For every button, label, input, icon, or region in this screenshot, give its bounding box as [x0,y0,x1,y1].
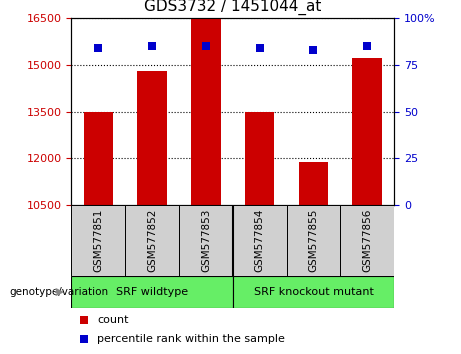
Text: GSM577853: GSM577853 [201,209,211,273]
Bar [340,205,394,276]
Point [81,336,88,341]
Bar [71,276,233,308]
Text: GSM577851: GSM577851 [93,209,103,273]
Text: SRF knockout mutant: SRF knockout mutant [254,287,373,297]
Point [364,43,371,48]
Point [256,45,263,51]
Bar [83,112,113,205]
Bar [233,205,287,276]
Bar [179,205,233,276]
Text: GSM577854: GSM577854 [254,209,265,273]
Text: percentile rank within the sample: percentile rank within the sample [97,333,285,344]
Text: SRF wildtype: SRF wildtype [116,287,188,297]
Text: count: count [97,315,129,325]
Bar [353,58,382,205]
Bar [137,71,167,205]
Point [81,317,88,323]
Point [148,43,156,48]
Title: GDS3732 / 1451044_at: GDS3732 / 1451044_at [144,0,321,15]
Text: GSM577856: GSM577856 [362,209,372,273]
Bar [191,18,221,205]
Bar [287,205,340,276]
Text: GSM577855: GSM577855 [308,209,319,273]
Text: genotype/variation: genotype/variation [9,287,108,297]
Bar [71,205,125,276]
Bar [125,205,179,276]
Point [310,47,317,52]
Text: GSM577852: GSM577852 [147,209,157,273]
Point [202,43,210,48]
Bar [245,112,274,205]
Bar [299,161,328,205]
Point [95,45,102,51]
Bar [233,276,394,308]
